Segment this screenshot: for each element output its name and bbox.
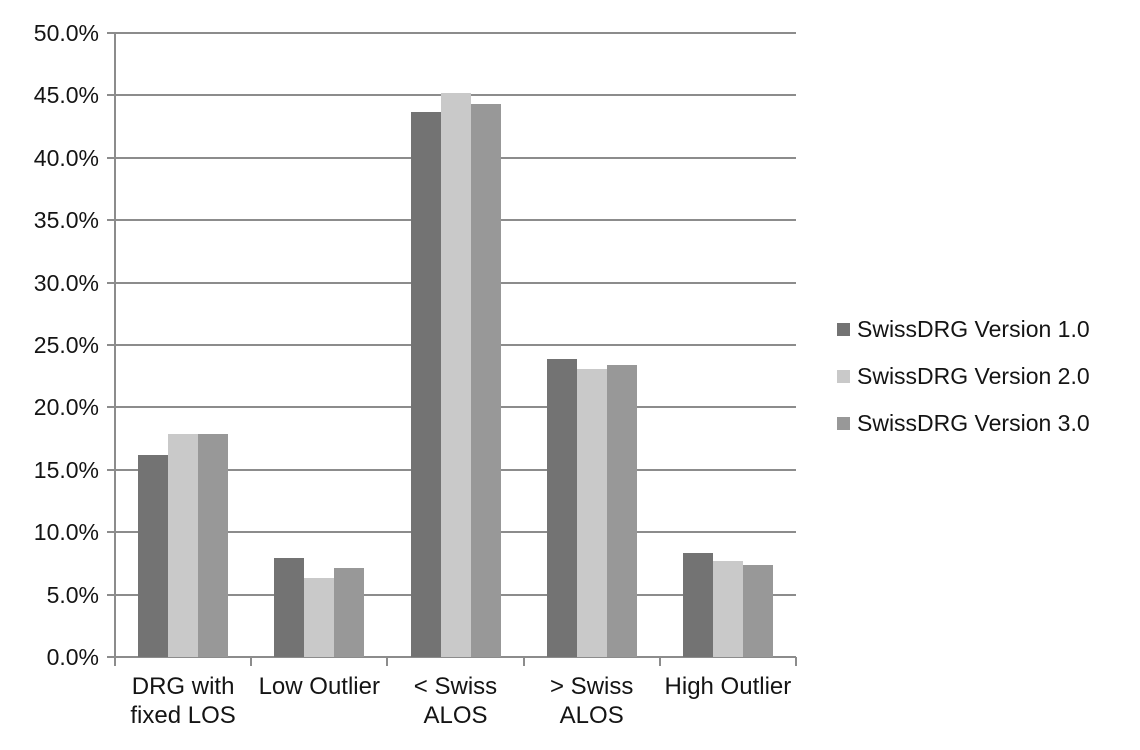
bar--swiss-alos-s2 (576, 368, 607, 657)
bar--swiss-alos-s3 (606, 364, 637, 657)
bar--swiss-alos-s2 (440, 92, 471, 657)
x-axis-tick (795, 657, 797, 666)
x-axis-tick (658, 657, 661, 666)
x-category-label-line: < Swiss (413, 673, 498, 700)
bar-low-outlier-s1 (274, 558, 305, 657)
x-category-label-line: High Outlier (664, 673, 792, 700)
x-axis-tick (250, 657, 253, 666)
legend: SwissDRG Version 1.0 SwissDRG Version 2.0… (837, 316, 1090, 457)
legend-item: SwissDRG Version 1.0 (837, 316, 1090, 342)
bar-drg-with-fixed-los-s1 (138, 454, 169, 657)
bar--swiss-alos-s1 (410, 111, 441, 657)
gridline-50 (107, 32, 796, 34)
bar--swiss-alos-s3 (470, 104, 501, 657)
y-tick-label: 35.0% (33, 207, 99, 234)
y-tick-label: 20.0% (33, 394, 99, 421)
y-tick-label: 15.0% (33, 456, 99, 483)
x-axis-tick (522, 657, 525, 666)
x-axis-tick (114, 657, 116, 666)
y-tick-label: 30.0% (33, 269, 99, 296)
y-tick-label: 25.0% (33, 332, 99, 358)
x-category-label-line: ALOS (423, 702, 488, 729)
x-category-label: < Swiss ALOS (387, 672, 523, 730)
legend-label: SwissDRG Version 3.0 (857, 410, 1090, 436)
bar-high-outlier-s3 (742, 564, 773, 657)
x-category-label-line: Low Outlier (258, 673, 380, 700)
y-tick-label: 5.0% (46, 581, 99, 608)
y-tick-label: 0.0% (46, 644, 99, 670)
legend-swatch-icon (837, 416, 850, 430)
bar-drg-with-fixed-los-s3 (198, 433, 229, 657)
bar-low-outlier-s2 (304, 578, 335, 657)
bar-high-outlier-s2 (712, 560, 743, 657)
x-category-label: DRG with fixed LOS (115, 672, 251, 730)
x-category-label-line: fixed LOS (130, 702, 236, 729)
legend-item: SwissDRG Version 2.0 (837, 363, 1090, 389)
x-category-label-line: > Swiss (550, 673, 634, 700)
legend-swatch-icon (837, 322, 850, 336)
legend-label: SwissDRG Version 1.0 (857, 316, 1090, 342)
bar-low-outlier-s3 (334, 568, 365, 657)
x-category-label: > Swiss ALOS (524, 672, 660, 730)
x-category-label: Low Outlier (251, 672, 387, 701)
y-tick-label: 45.0% (33, 82, 99, 109)
y-tick-label: 50.0% (33, 20, 99, 46)
gridline-0 (107, 656, 796, 658)
bar-drg-with-fixed-los-s2 (168, 433, 199, 657)
y-tick-label: 40.0% (33, 144, 99, 171)
legend-label: SwissDRG Version 2.0 (857, 363, 1090, 389)
x-category-label-line: DRG with (131, 673, 235, 700)
y-tick-label: 10.0% (33, 519, 99, 546)
bar-high-outlier-s1 (682, 553, 713, 657)
y-axis-line (114, 33, 116, 658)
x-axis-tick (386, 657, 389, 666)
bar--swiss-alos-s1 (546, 358, 577, 657)
legend-item: SwissDRG Version 3.0 (837, 410, 1090, 436)
x-category-label: High Outlier (660, 672, 796, 701)
x-category-label-line: ALOS (559, 702, 624, 729)
legend-swatch-icon (837, 369, 850, 383)
